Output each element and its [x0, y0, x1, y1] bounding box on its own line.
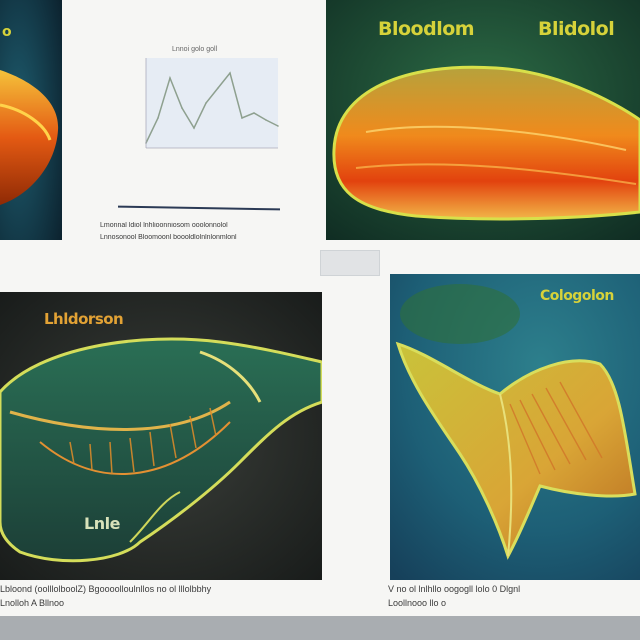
top-right-panel-label-left: Bloodlom — [378, 18, 474, 40]
bottom-left-caption-line1: Lbloond (oolllolboolZ) Bgoooolloulnllos … — [0, 584, 374, 595]
chart-point — [241, 117, 243, 119]
chart-point — [217, 87, 219, 89]
top-left-figure-panel: o — [0, 0, 62, 240]
chart-point — [193, 127, 195, 129]
top-right-panel-label-right: Blidolol — [538, 18, 614, 40]
chart-divider-line — [118, 206, 280, 211]
bottom-left-organism-image — [0, 292, 322, 580]
chart-title: Lnnoi golo goll — [172, 46, 217, 53]
chart-point — [277, 125, 279, 127]
top-right-figure-panel: Bloodlom Blidolol — [326, 0, 640, 240]
chart-plot — [118, 42, 288, 172]
mini-line-chart: Lnnoi golo goll — [118, 42, 288, 172]
chart-caption-line1: Lmonnal ldiol lnhlioonniosom ooolonnolol — [100, 222, 286, 230]
bottom-right-organism-image — [390, 274, 640, 580]
bottom-right-caption-line1: V no ol lnlhllo oogogll lolo 0 Dlgnl — [388, 584, 638, 595]
bottom-left-figure-panel: Lhldorson Lnle — [0, 292, 322, 580]
chart-point — [265, 119, 267, 121]
chart-point — [157, 117, 159, 119]
chart-point — [181, 107, 183, 109]
bottom-right-caption-line2: Loollnooo llo o — [388, 598, 588, 609]
bottom-bar — [0, 616, 640, 640]
bottom-left-panel-label-top: Lhldorson — [44, 310, 123, 328]
chart-point — [205, 102, 207, 104]
chart-point — [229, 72, 231, 74]
chart-plot-area — [146, 58, 278, 148]
bottom-left-panel-label-bottom: Lnle — [84, 514, 120, 533]
placeholder-thumbnail — [320, 250, 380, 276]
top-left-panel-label: o — [2, 24, 11, 40]
chart-caption-line2: Lnnosonool Bloomoonl boooldlolnlnlonmlon… — [100, 234, 286, 242]
bottom-right-figure-panel: Cologolon — [390, 274, 640, 580]
bottom-left-caption-line2: Lnolloh A Bllnoo — [0, 598, 200, 609]
bottom-right-panel-label: Cologolon — [540, 288, 614, 304]
chart-point — [253, 112, 255, 114]
chart-point — [169, 77, 171, 79]
